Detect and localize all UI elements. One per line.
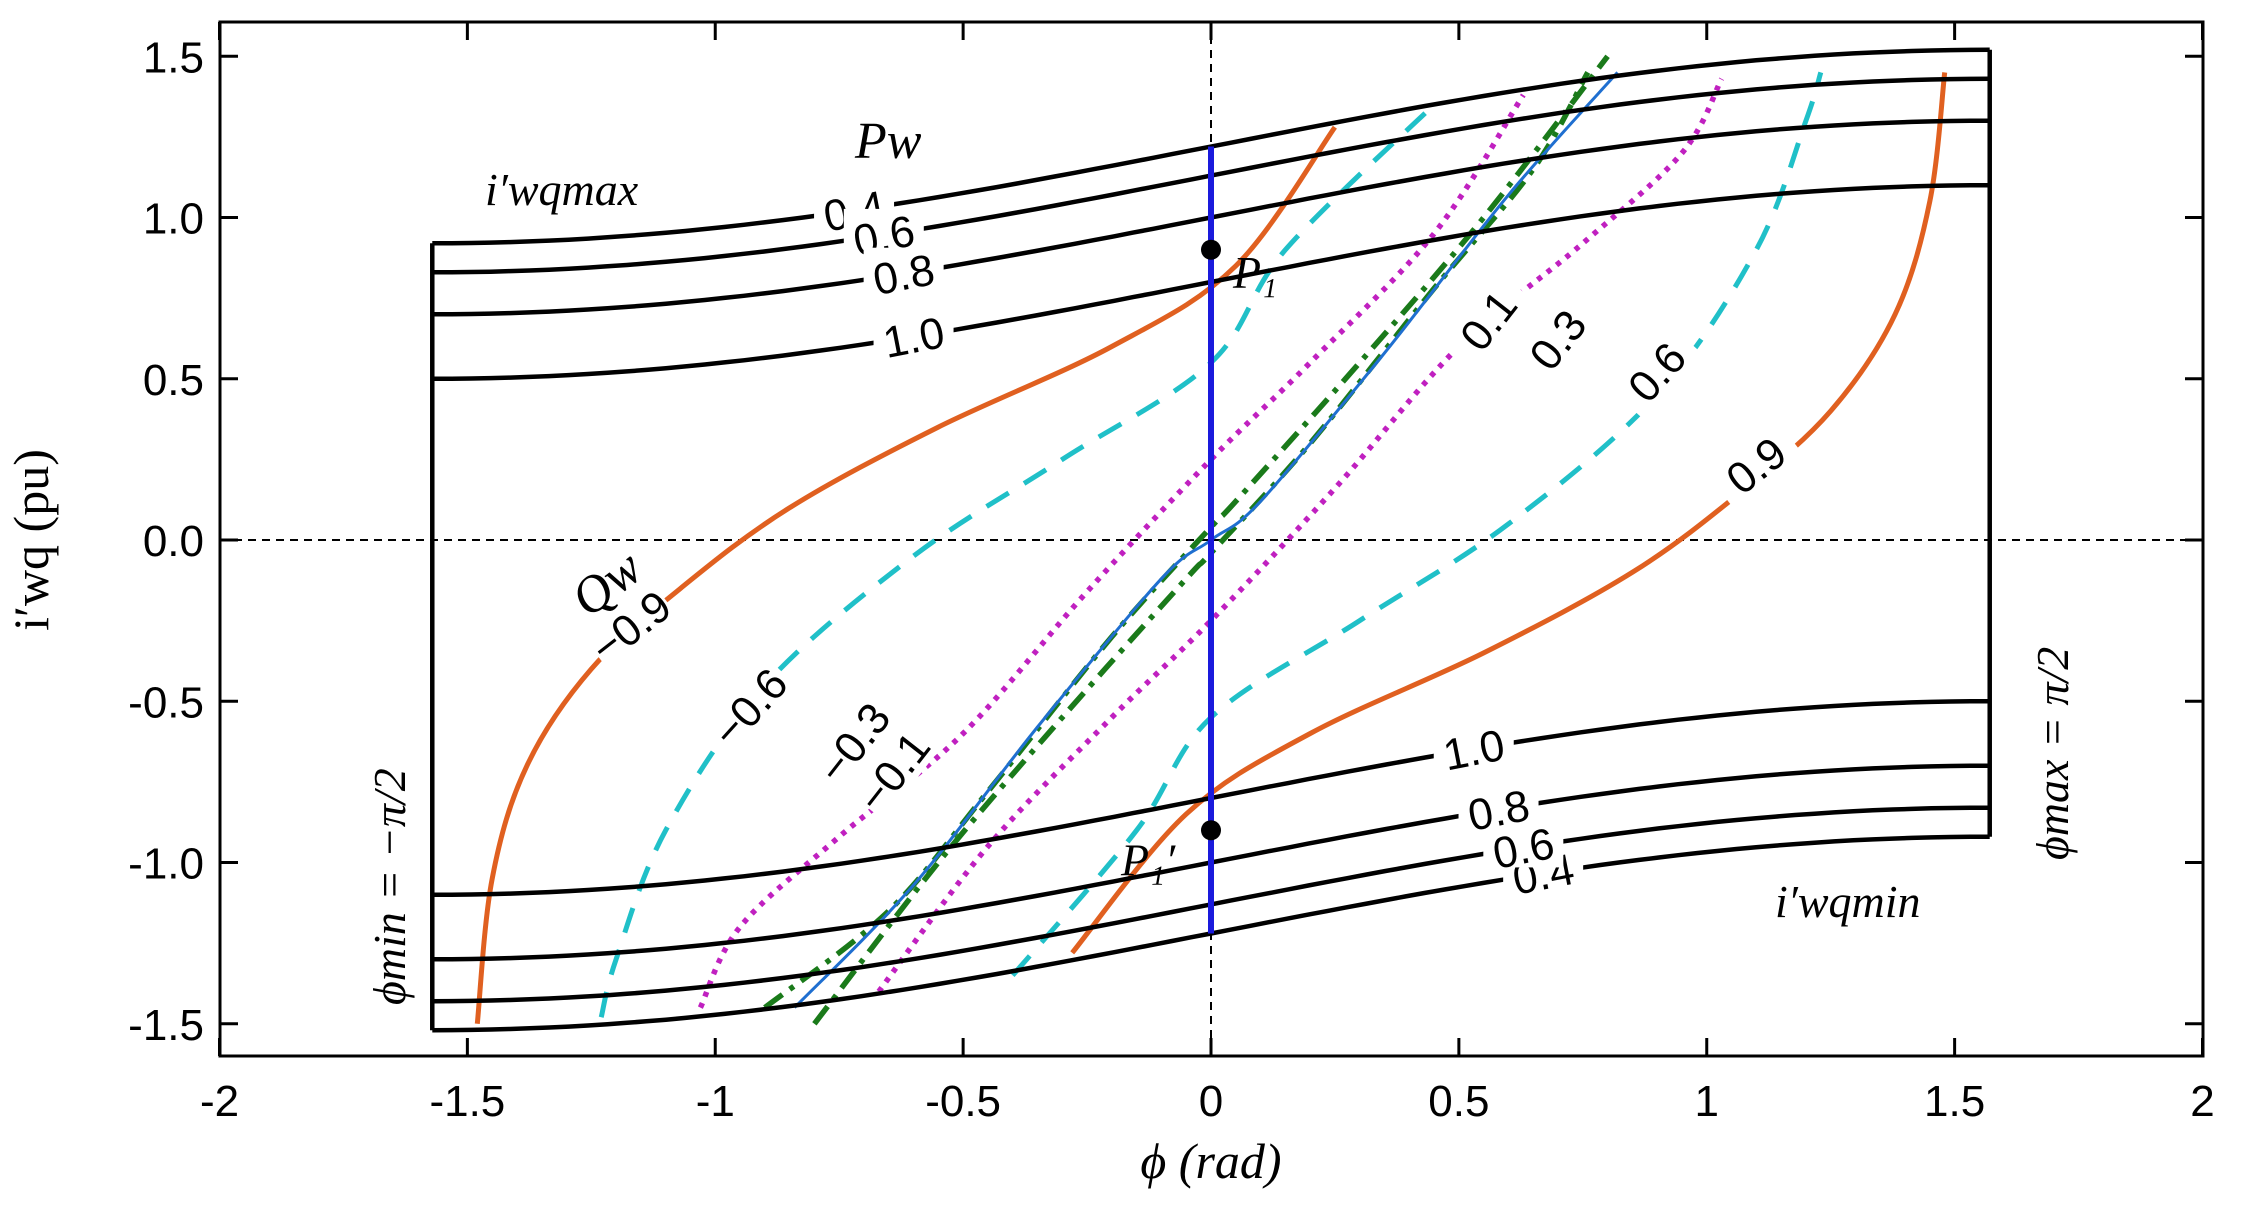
qw-curve xyxy=(876,77,1725,994)
pw-label-bg xyxy=(1433,723,1514,770)
iwq-min-annotation: i′wqmin xyxy=(1775,876,1921,927)
iwq-max-annotation: i′wqmax xyxy=(485,164,639,215)
pw-label-lower: 0.8 xyxy=(1464,781,1533,841)
pw-label-upper: 0.8 xyxy=(869,245,938,305)
y-tick-label: 0.0 xyxy=(143,517,204,566)
y-axis-title: i′wq (pu) xyxy=(3,449,59,631)
y-tick-label: -1.0 xyxy=(128,840,204,889)
qw-label-bg xyxy=(1510,289,1603,389)
operating-line xyxy=(1201,146,1221,934)
y-tick-label: 0.5 xyxy=(143,356,204,405)
qw-label-bg xyxy=(806,692,899,792)
pw-annotation: Pw xyxy=(854,113,922,170)
operating-point xyxy=(1201,820,1221,841)
x-axis-title: ϕ (rad) xyxy=(1140,1133,1281,1189)
x-tick-label: 1 xyxy=(1695,1077,1719,1126)
phi-min-annotation: ϕmin = −π/2 xyxy=(364,768,415,1005)
phi-boundaries xyxy=(430,49,1992,1031)
pw-label-bg xyxy=(873,310,954,357)
x-tick-label: -2 xyxy=(200,1077,239,1126)
operating-point-label: P₁ xyxy=(1232,247,1277,298)
qw-curve xyxy=(474,125,1337,1025)
y-tick-label: -1.5 xyxy=(128,1001,204,1050)
qw-label-bg xyxy=(580,579,680,672)
qw-label-bg xyxy=(1608,322,1703,420)
operating-point xyxy=(1201,239,1221,260)
y-tick-label: 1.5 xyxy=(143,33,204,82)
qw-label-bg xyxy=(1441,270,1534,369)
y-tick-label: -0.5 xyxy=(128,678,204,727)
x-tick-label: 0.5 xyxy=(1428,1077,1489,1126)
qw-label-bg xyxy=(1705,418,1805,511)
qw-label: −0.6 xyxy=(703,659,798,756)
x-tick-label: -1 xyxy=(696,1077,735,1126)
pw-curve-lower xyxy=(432,834,1990,1033)
x-tick-label: -1.5 xyxy=(429,1077,505,1126)
qw-curve xyxy=(697,93,1526,1009)
x-tick-label: 2 xyxy=(2190,1077,2214,1126)
pw-label-upper: 1.0 xyxy=(879,308,948,368)
phi-max-annotation: ϕmax = π/2 xyxy=(2027,647,2078,860)
x-tick-label: -0.5 xyxy=(925,1077,1001,1126)
x-tick-label: 1.5 xyxy=(1924,1077,1985,1126)
pw-label-bg xyxy=(1458,783,1539,830)
qw-curve xyxy=(1010,71,1824,978)
qw-curve xyxy=(1070,72,1948,955)
y-tick-label: 1.0 xyxy=(143,195,204,244)
pw-label-lower: 1.0 xyxy=(1439,721,1508,781)
x-tick-label: 0 xyxy=(1199,1077,1223,1126)
labels: 0.40.40.60.60.80.81.01.00.1−0.10.3−0.30.… xyxy=(580,182,1805,905)
pw-label-bg xyxy=(863,247,944,294)
qw-label-bg xyxy=(846,721,939,821)
pw-label-bg xyxy=(843,208,924,255)
ticks: -2 -1.5 -1 -0.5 0 0.5 1 1.5 2 -1.5 -1.0 -0.5 0.0 0.5 1… xyxy=(128,22,2215,1126)
qw-curve xyxy=(763,54,1610,1010)
qw-label-bg xyxy=(701,657,796,756)
operating-point-label: P₁′ xyxy=(1120,834,1176,885)
